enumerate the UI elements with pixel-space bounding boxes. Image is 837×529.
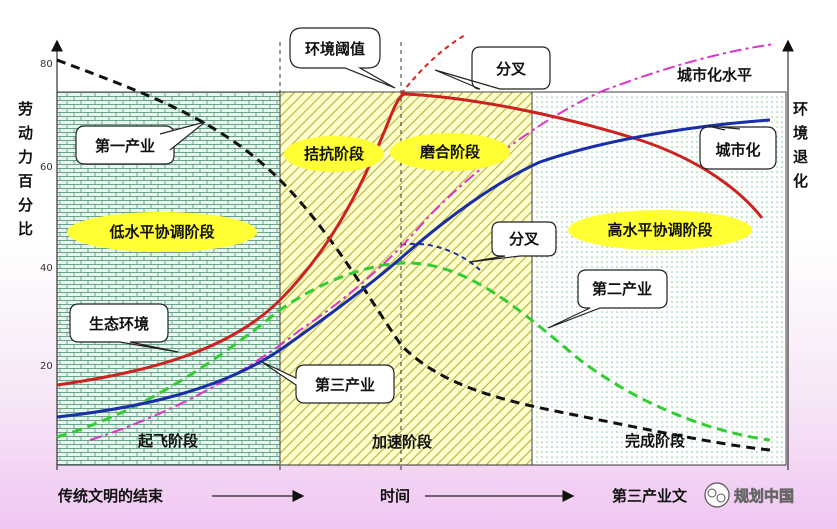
low-coordination-ellipse [67, 212, 257, 252]
acceleration-stage-label: 加速阶段 [371, 433, 432, 451]
wechat-icon-inner [716, 493, 726, 503]
right-axis-label-char: 境 [793, 124, 808, 142]
urbanization-callout: 城市化 [699, 125, 777, 170]
takeoff-stage-label: 起飞阶段 [137, 432, 198, 450]
high-coordination-label: 高水平协调阶段 [607, 221, 712, 239]
primary-industry-curve [56, 58, 771, 452]
urbanization-curve [56, 118, 771, 419]
y-tick-label: 40 [40, 263, 53, 274]
y-tick-label: 20 [40, 361, 53, 372]
ecology-curve [56, 92, 764, 387]
primary-callout: 第一产业 [75, 121, 206, 165]
secondary-industry-label: 第二产业 [592, 280, 652, 298]
wechat-icon-inner [707, 488, 717, 498]
y-axis-label-char: 比 [18, 220, 33, 238]
right-axis-label-char: 化 [793, 172, 808, 190]
fork-top-callout: 分叉 [434, 46, 551, 90]
timeline-right-label: 第三产业文 [612, 487, 688, 505]
fork-mid-label: 分叉 [509, 230, 540, 248]
watermark-text: 规划中国 [734, 487, 794, 505]
right-axis-label-char: 退 [793, 148, 808, 166]
urbanization-label: 城市化 [715, 141, 760, 159]
resist-phase-label: 拮抗阶段 [304, 145, 364, 163]
completion-stage-label: 完成阶段 [625, 432, 685, 450]
right-axis-label-char: 环 [793, 100, 808, 118]
threshold-callout: 环境阈值 [289, 27, 396, 89]
fork-top-label: 分叉 [496, 60, 527, 78]
timeline-center-label: 时间 [380, 487, 410, 505]
adapt-ellipse [390, 133, 510, 171]
tertiary-industry-label: 第三产业 [315, 376, 375, 394]
primary-industry-label: 第一产业 [95, 137, 155, 155]
ecology-label: 生态环境 [89, 315, 149, 333]
y-axis-label-char: 力 [18, 148, 33, 166]
threshold-label: 环境阈值 [305, 40, 365, 58]
adapt-phase-label: 磨合阶段 [419, 143, 480, 161]
secondary-industry-curve [56, 261, 771, 442]
y-axis-label-char: 劳 [18, 100, 33, 118]
y-axis-label-char: 百 [18, 172, 33, 190]
y-axis-label-char: 分 [18, 196, 33, 214]
tertiary-callout: 第三产业 [261, 361, 395, 404]
high-coordination-ellipse [568, 210, 752, 250]
fork-mid-callout: 分叉 [469, 221, 557, 263]
urban-level-label: 城市化水平 [677, 66, 752, 84]
y-tick-label: 60 [40, 162, 53, 173]
watermark: 规划中国 [704, 482, 794, 508]
ecology-callout: 生态环境 [69, 303, 179, 353]
ecology-fork-curve [400, 34, 466, 95]
low-coordination-label: 低水平协调阶段 [108, 223, 214, 241]
secondary-callout: 第二产业 [547, 269, 668, 329]
resist-ellipse [284, 136, 384, 172]
y-axis-label-char: 动 [18, 124, 33, 142]
timeline-left-label: 传统文明的结束 [57, 487, 164, 505]
y-tick-label: 80 [40, 59, 53, 70]
